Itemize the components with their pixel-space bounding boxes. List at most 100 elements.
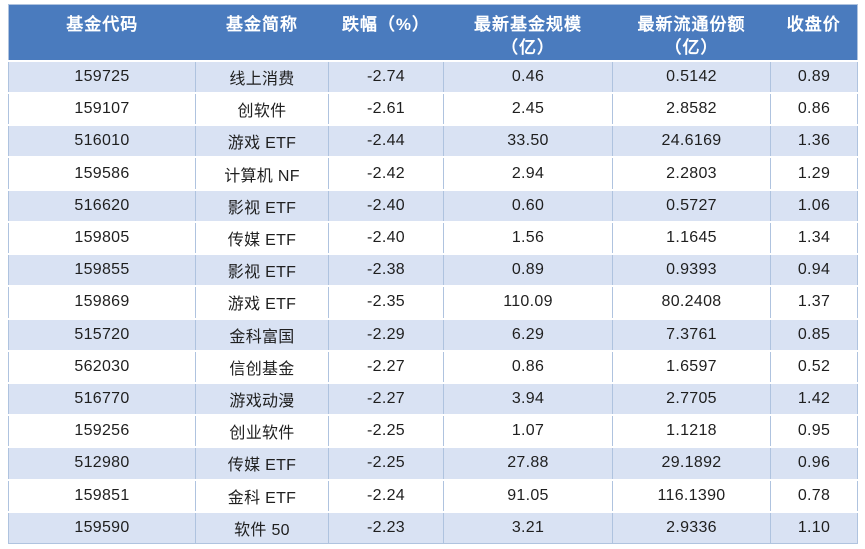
table-cell: 0.96: [770, 446, 858, 480]
table-cell: 159590: [8, 510, 196, 544]
table-row: 159805 传媒 ETF -2.40 1.56 1.1645 1.34: [8, 220, 858, 255]
table-cell: 1.6597: [612, 349, 771, 383]
table-cell: 7.3761: [612, 317, 771, 351]
table-cell: 6.29: [443, 317, 613, 351]
table-row: 159855 影视 ETF -2.38 0.89 0.9393 0.94: [8, 253, 858, 287]
table-cell: 159107: [8, 92, 196, 126]
table-cell: -2.74: [328, 59, 444, 94]
table-cell: 0.46: [443, 59, 613, 94]
table-cell: 信创基金: [195, 349, 329, 383]
table-cell: 3.94: [443, 381, 613, 416]
table-cell: 1.56: [443, 220, 613, 255]
table-cell: 2.8582: [612, 92, 771, 126]
table-cell: 0.5142: [612, 59, 771, 94]
table-cell: -2.23: [328, 510, 444, 544]
table-row: 159256 创业软件 -2.25 1.07 1.1218 0.95: [8, 414, 858, 448]
column-header-5: 收盘价: [770, 4, 858, 62]
table-row: 512980 传媒 ETF -2.25 27.88 29.1892 0.96: [8, 446, 858, 480]
column-header-2: 跌幅（%）: [328, 4, 444, 62]
table-cell: 2.94: [443, 156, 613, 190]
table-cell: 1.36: [770, 124, 858, 158]
table-cell: 2.9336: [612, 510, 771, 544]
table-cell: 游戏动漫: [195, 381, 329, 416]
table-cell: 116.1390: [612, 478, 771, 512]
table-cell: -2.27: [328, 349, 444, 383]
table-cell: 1.29: [770, 156, 858, 190]
table-cell: 24.6169: [612, 124, 771, 158]
table-cell: 159805: [8, 220, 196, 255]
column-header-4: 最新流通份额 （亿）: [612, 4, 771, 62]
table-cell: 创软件: [195, 92, 329, 126]
table-cell: 金科 ETF: [195, 478, 329, 512]
table-cell: 0.78: [770, 478, 858, 512]
table-cell: 0.89: [770, 59, 858, 94]
fund-table: 基金代码 基金简称 跌幅（%） 最新基金规模 （亿） 最新流通份额 （亿） 收盘价 159…: [8, 4, 858, 544]
table-cell: -2.44: [328, 124, 444, 158]
table-row: 562030 信创基金 -2.27 0.86 1.6597 0.52: [8, 349, 858, 383]
table-cell: 159586: [8, 156, 196, 190]
table-cell: 2.45: [443, 92, 613, 126]
column-header-1: 基金简称: [195, 4, 329, 62]
table-cell: -2.24: [328, 478, 444, 512]
table-cell: -2.35: [328, 285, 444, 319]
table-cell: 计算机 NF: [195, 156, 329, 190]
table-cell: 0.5727: [612, 188, 771, 222]
table-cell: 515720: [8, 317, 196, 351]
table-cell: 1.06: [770, 188, 858, 222]
table-cell: 516770: [8, 381, 196, 416]
table-row: 159869 游戏 ETF -2.35 110.09 80.2408 1.37: [8, 285, 858, 319]
table-cell: 1.1218: [612, 414, 771, 448]
table-cell: 0.60: [443, 188, 613, 222]
table-cell: 159256: [8, 414, 196, 448]
table-cell: 1.1645: [612, 220, 771, 255]
table-cell: 0.86: [443, 349, 613, 383]
table-cell: 金科富国: [195, 317, 329, 351]
table-cell: 0.85: [770, 317, 858, 351]
table-cell: -2.42: [328, 156, 444, 190]
table-cell: 110.09: [443, 285, 613, 319]
table-cell: 159851: [8, 478, 196, 512]
table-cell: 1.34: [770, 220, 858, 255]
table-cell: 创业软件: [195, 414, 329, 448]
table-cell: 159855: [8, 253, 196, 287]
table-row: 516770 游戏动漫 -2.27 3.94 2.7705 1.42: [8, 381, 858, 416]
table-row: 516620 影视 ETF -2.40 0.60 0.5727 1.06: [8, 188, 858, 222]
table-cell: 0.52: [770, 349, 858, 383]
table-cell: 0.89: [443, 253, 613, 287]
table-cell: -2.38: [328, 253, 444, 287]
table-cell: 1.07: [443, 414, 613, 448]
table-cell: 27.88: [443, 446, 613, 480]
table-cell: -2.40: [328, 220, 444, 255]
table-cell: 1.42: [770, 381, 858, 416]
table-row: 515720 金科富国 -2.29 6.29 7.3761 0.85: [8, 317, 858, 351]
table-row: 159590 软件 50 -2.23 3.21 2.9336 1.10: [8, 510, 858, 544]
table-cell: 3.21: [443, 510, 613, 544]
table-cell: 91.05: [443, 478, 613, 512]
table-cell: 影视 ETF: [195, 188, 329, 222]
table-cell: 159725: [8, 59, 196, 94]
table-cell: 线上消费: [195, 59, 329, 94]
table-cell: -2.27: [328, 381, 444, 416]
table-row: 159107 创软件 -2.61 2.45 2.8582 0.86: [8, 92, 858, 126]
table-cell: 0.86: [770, 92, 858, 126]
table-cell: 2.2803: [612, 156, 771, 190]
table-row: 159851 金科 ETF -2.24 91.05 116.1390 0.78: [8, 478, 858, 512]
table-cell: 2.7705: [612, 381, 771, 416]
table-cell: 1.10: [770, 510, 858, 544]
header-row: 基金代码 基金简称 跌幅（%） 最新基金规模 （亿） 最新流通份额 （亿） 收盘价: [8, 4, 858, 62]
table-cell: -2.29: [328, 317, 444, 351]
table-cell: 29.1892: [612, 446, 771, 480]
table-cell: 0.9393: [612, 253, 771, 287]
table-cell: 0.94: [770, 253, 858, 287]
table-cell: 562030: [8, 349, 196, 383]
table-cell: 传媒 ETF: [195, 220, 329, 255]
table-cell: -2.25: [328, 446, 444, 480]
table-row: 159586 计算机 NF -2.42 2.94 2.2803 1.29: [8, 156, 858, 190]
table-cell: 159869: [8, 285, 196, 319]
table-cell: 516620: [8, 188, 196, 222]
table-cell: -2.61: [328, 92, 444, 126]
table-cell: 游戏 ETF: [195, 285, 329, 319]
table-cell: -2.40: [328, 188, 444, 222]
table-row: 516010 游戏 ETF -2.44 33.50 24.6169 1.36: [8, 124, 858, 158]
table-cell: -2.25: [328, 414, 444, 448]
